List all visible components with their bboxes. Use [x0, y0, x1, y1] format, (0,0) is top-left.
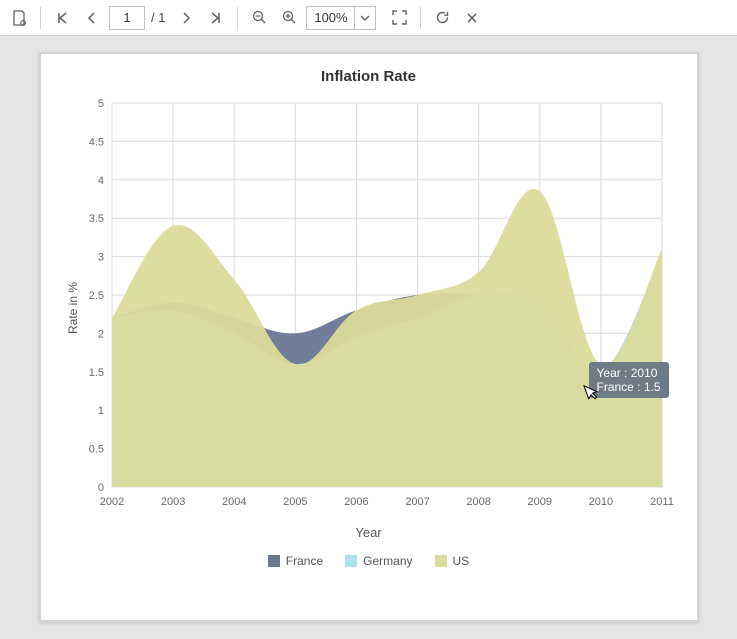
- last-page-button[interactable]: [203, 5, 229, 31]
- legend: France Germany US: [57, 554, 681, 568]
- separator: [237, 7, 238, 29]
- chart-svg: 0 0.5 1 1.5 2 2.5 3 3.5 4 4.5 5 2002 2003 2004 2005 200…: [57, 93, 677, 523]
- legend-label: US: [453, 554, 470, 568]
- tooltip-line2: France : 1.5: [597, 380, 661, 394]
- prev-page-button[interactable]: [79, 5, 105, 31]
- chart-title: Inflation Rate: [57, 68, 681, 85]
- svg-text:3: 3: [97, 252, 103, 264]
- svg-text:3.5: 3.5: [88, 213, 103, 225]
- svg-text:2007: 2007: [405, 496, 429, 508]
- fullscreen-button[interactable]: [386, 5, 412, 31]
- chart: Rate in % 0 0.5 1 1.5 2 2.5 3 3.5 4 4.5 5 2002 2003 2…: [57, 93, 681, 523]
- legend-swatch: [345, 555, 357, 567]
- svg-text:1: 1: [97, 405, 103, 417]
- svg-text:2006: 2006: [344, 496, 368, 508]
- page-total: / 1: [149, 10, 169, 25]
- svg-text:1.5: 1.5: [88, 367, 103, 379]
- legend-item: France: [268, 554, 323, 568]
- svg-text:2009: 2009: [527, 496, 551, 508]
- legend-label: Germany: [363, 554, 412, 568]
- svg-text:0.5: 0.5: [88, 444, 103, 456]
- toolbar: / 1 100%: [0, 0, 737, 36]
- svg-text:2.5: 2.5: [88, 290, 103, 302]
- svg-text:5: 5: [97, 98, 103, 110]
- separator: [40, 7, 41, 29]
- svg-text:2011: 2011: [650, 496, 674, 508]
- first-page-button[interactable]: [49, 5, 75, 31]
- legend-item: US: [435, 554, 470, 568]
- legend-swatch: [268, 555, 280, 567]
- refresh-button[interactable]: [429, 5, 455, 31]
- zoom-out-button[interactable]: [246, 5, 272, 31]
- svg-text:4.5: 4.5: [88, 136, 103, 148]
- svg-text:2003: 2003: [160, 496, 184, 508]
- svg-text:0: 0: [97, 482, 103, 494]
- legend-item: Germany: [345, 554, 412, 568]
- svg-text:2002: 2002: [99, 496, 123, 508]
- cancel-button[interactable]: [459, 5, 485, 31]
- legend-swatch: [435, 555, 447, 567]
- y-axis-label: Rate in %: [66, 282, 80, 334]
- report-page: Inflation Rate Rate in % 0 0.5 1 1.5 2 2.5 3 3.…: [39, 52, 699, 622]
- page-area: Inflation Rate Rate in % 0 0.5 1 1.5 2 2.5 3 3.…: [0, 36, 737, 639]
- next-page-button[interactable]: [173, 5, 199, 31]
- page-input[interactable]: [109, 6, 145, 30]
- legend-label: France: [286, 554, 323, 568]
- svg-text:2004: 2004: [221, 496, 245, 508]
- zoom-value: 100%: [307, 7, 355, 29]
- svg-text:2: 2: [97, 328, 103, 340]
- svg-text:2008: 2008: [466, 496, 490, 508]
- separator: [420, 7, 421, 29]
- svg-text:2010: 2010: [588, 496, 612, 508]
- report-settings-button[interactable]: [6, 5, 32, 31]
- svg-text:4: 4: [97, 175, 103, 187]
- svg-text:2005: 2005: [283, 496, 307, 508]
- zoom-dropdown[interactable]: 100%: [306, 6, 376, 30]
- zoom-in-button[interactable]: [276, 5, 302, 31]
- tooltip-line1: Year : 2010: [597, 366, 661, 380]
- x-axis-label: Year: [57, 525, 681, 540]
- zoom-caret-button[interactable]: [355, 7, 375, 29]
